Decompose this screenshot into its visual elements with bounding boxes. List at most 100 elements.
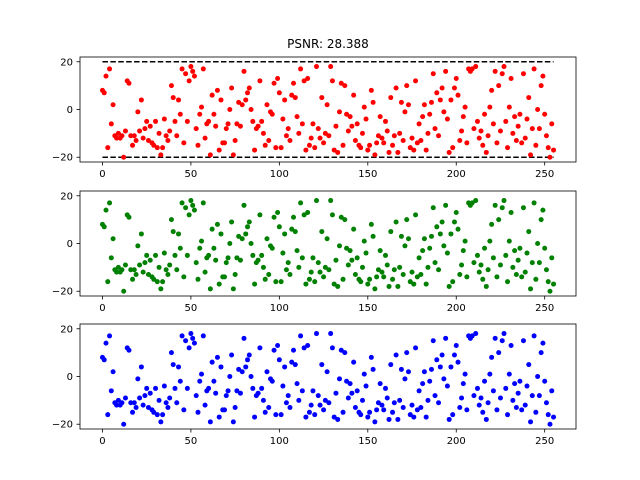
data-point	[312, 412, 318, 418]
data-point	[131, 267, 137, 273]
data-point	[474, 385, 480, 391]
x-tick-label: 100	[270, 169, 289, 180]
data-point	[390, 276, 396, 282]
x-tick-label: 100	[270, 303, 289, 314]
data-point	[386, 416, 392, 422]
data-point	[405, 236, 411, 242]
data-point	[154, 145, 160, 151]
data-point	[273, 145, 279, 151]
data-point	[250, 252, 256, 258]
data-point	[193, 260, 199, 266]
data-point	[186, 345, 192, 351]
data-point	[184, 252, 190, 258]
data-point	[214, 221, 220, 227]
data-point	[317, 402, 323, 408]
data-point	[287, 405, 293, 411]
data-point	[340, 409, 346, 415]
data-point	[533, 276, 539, 282]
data-point	[269, 245, 275, 251]
data-point	[453, 75, 459, 81]
data-point	[200, 66, 206, 72]
data-point	[246, 219, 252, 225]
data-point	[411, 147, 417, 153]
data-point	[285, 126, 291, 132]
data-point	[367, 142, 373, 148]
data-point	[237, 390, 243, 396]
data-point	[427, 378, 433, 384]
data-point	[474, 252, 480, 258]
data-point	[533, 142, 539, 148]
data-point	[409, 402, 415, 408]
data-point	[347, 114, 353, 120]
data-point	[232, 138, 238, 144]
data-point	[370, 233, 376, 239]
data-point	[177, 245, 183, 251]
data-point	[179, 333, 185, 339]
data-point	[490, 388, 496, 394]
data-point	[158, 419, 164, 425]
data-point	[177, 111, 183, 117]
data-point	[490, 121, 496, 127]
data-point	[227, 374, 233, 379]
data-point	[161, 250, 167, 256]
data-point	[190, 335, 196, 341]
data-point	[225, 121, 231, 127]
data-point	[298, 66, 304, 72]
data-point	[130, 276, 136, 282]
data-point	[489, 87, 495, 93]
data-point	[425, 130, 431, 136]
data-point	[549, 121, 555, 127]
data-point	[512, 248, 518, 254]
data-point	[282, 97, 288, 103]
data-point	[524, 383, 530, 389]
data-point	[176, 231, 182, 237]
data-point	[368, 354, 374, 360]
data-point	[437, 231, 443, 237]
data-point	[121, 288, 127, 294]
data-point	[306, 276, 312, 282]
data-point	[137, 395, 143, 401]
data-point	[529, 393, 535, 399]
data-point	[538, 350, 544, 356]
data-point	[128, 267, 134, 273]
data-point	[184, 118, 190, 124]
data-point	[460, 114, 466, 120]
data-point	[437, 97, 443, 103]
data-point	[444, 250, 450, 256]
data-point	[512, 114, 518, 120]
data-point	[398, 233, 404, 239]
data-point	[528, 286, 534, 292]
x-tick-label: 200	[447, 436, 466, 447]
data-point	[407, 412, 413, 418]
data-point	[497, 262, 503, 268]
data-point	[305, 75, 311, 81]
data-point	[476, 135, 482, 141]
data-point	[379, 135, 385, 141]
data-point	[480, 276, 486, 282]
data-point	[144, 118, 150, 124]
y-tick-label: −20	[52, 153, 73, 164]
data-point	[540, 340, 546, 346]
data-point	[513, 272, 519, 278]
data-point	[161, 116, 167, 122]
data-point	[145, 272, 151, 278]
data-point	[147, 257, 153, 263]
data-point	[361, 104, 367, 110]
data-point	[455, 226, 461, 232]
data-point	[145, 405, 151, 411]
data-point	[434, 357, 440, 363]
data-point	[108, 388, 114, 394]
data-point	[336, 243, 342, 249]
data-point	[428, 366, 434, 372]
data-point	[319, 95, 325, 101]
y-tick-label: −20	[52, 287, 73, 298]
data-point	[515, 390, 521, 396]
data-point	[420, 248, 426, 254]
data-point	[216, 414, 222, 420]
data-point	[487, 371, 493, 377]
data-point	[229, 85, 235, 91]
data-point	[216, 281, 222, 287]
data-point	[163, 400, 169, 406]
data-point	[131, 400, 137, 406]
data-point	[160, 412, 166, 418]
